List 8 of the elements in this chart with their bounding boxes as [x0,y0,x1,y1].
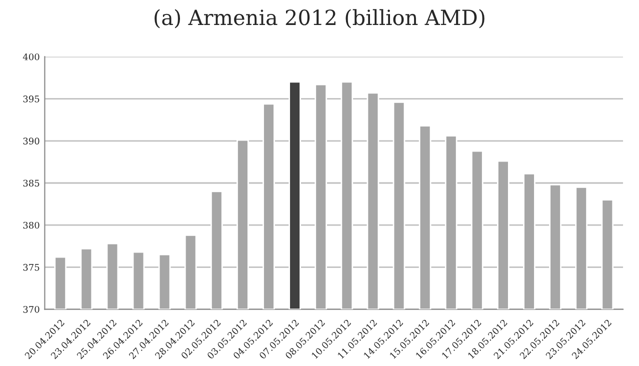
y-tick-label: 400 [22,53,40,60]
y-tick-label: 385 [23,180,40,187]
y-tick-label: 375 [23,264,40,271]
y-tick-label: 390 [23,138,40,144]
chart-title: (a) Armenia 2012 (billion AMD) [154,9,484,28]
y-tick-label: 370 [23,306,40,313]
y-tick-label: 380 [23,222,40,229]
y-tick-label: 395 [23,96,40,102]
